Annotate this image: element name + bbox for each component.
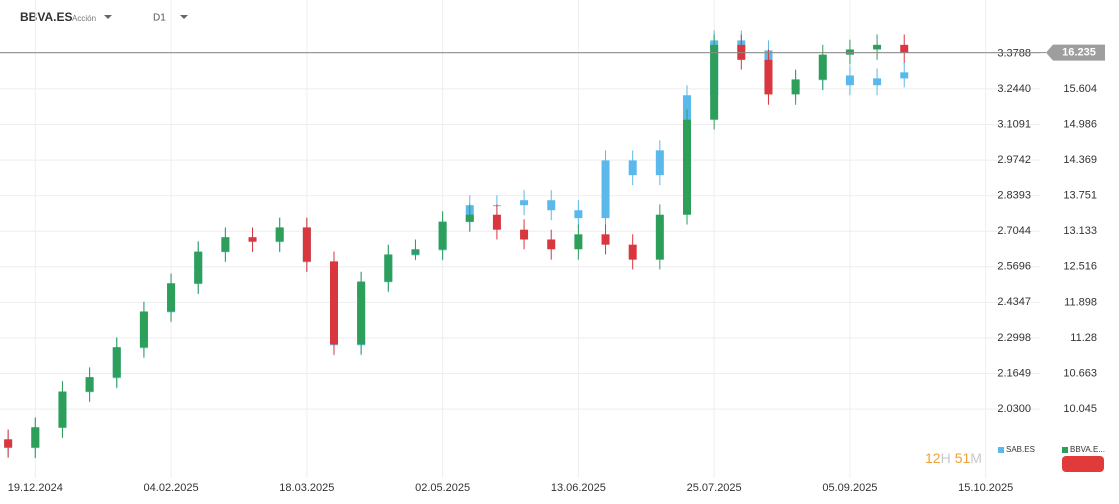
y2-tick-label: 12.516 <box>1063 261 1097 273</box>
candle-body <box>547 200 556 211</box>
candle-body <box>275 227 284 242</box>
y-tick-label: 3.3788 <box>997 47 1031 59</box>
legend-label[interactable]: SAB.ES <box>1006 445 1035 454</box>
candle-body <box>574 210 583 219</box>
dropdown-caret[interactable] <box>180 15 188 19</box>
candle-body <box>329 261 338 345</box>
candle-body <box>682 119 691 215</box>
candle-body <box>710 44 719 120</box>
candle-body <box>167 283 176 312</box>
legend-swatch <box>1062 447 1068 453</box>
candle-body <box>221 237 230 252</box>
candle-body <box>357 281 366 345</box>
y-tick-label: 2.5696 <box>997 261 1031 273</box>
legend-label[interactable]: BBVA.E... <box>1070 445 1105 454</box>
candle-body <box>520 229 529 240</box>
countdown-unit: H <box>941 450 951 466</box>
candle-body <box>601 160 610 219</box>
candle-body <box>58 391 67 428</box>
y-tick-label: 2.1649 <box>997 367 1031 379</box>
x-tick-label: 18.03.2025 <box>279 482 334 494</box>
candle-body <box>520 200 529 206</box>
x-tick-label: 05.09.2025 <box>822 482 877 494</box>
y-tick-label: 2.0300 <box>997 403 1031 415</box>
y2-tick-label: 11.898 <box>1064 296 1097 308</box>
countdown-hours: 12 <box>925 450 941 466</box>
candle-body <box>655 150 664 176</box>
price-badge <box>1046 44 1105 61</box>
y2-tick-label: 14.986 <box>1063 118 1097 130</box>
candle-body <box>547 239 556 250</box>
y2-tick-label: 10.045 <box>1063 403 1097 415</box>
candle-body <box>384 254 393 282</box>
candle-body <box>248 237 257 242</box>
y-tick-label: 2.7044 <box>997 225 1031 237</box>
candle-body <box>655 214 664 260</box>
y-tick-label: 2.9742 <box>997 154 1031 166</box>
candle-body <box>873 44 882 50</box>
candle-body <box>764 59 773 95</box>
y2-tick-label: 13.133 <box>1063 225 1097 237</box>
y-tick-label: 2.8393 <box>997 190 1031 202</box>
candle-body <box>900 44 909 53</box>
candle-body <box>465 214 474 222</box>
candle-body <box>411 249 420 255</box>
y-tick-label: 3.2440 <box>997 83 1031 95</box>
y2-tick-label: 10.663 <box>1063 367 1097 379</box>
candle-body <box>194 251 203 284</box>
x-tick-label: 19.12.2024 <box>8 482 63 494</box>
candle-body <box>628 244 637 260</box>
y-tick-label: 2.4347 <box>997 296 1031 308</box>
x-tick-label: 02.05.2025 <box>415 482 470 494</box>
x-tick-label: 13.06.2025 <box>551 482 606 494</box>
candle-body <box>818 54 827 80</box>
dropdown-caret[interactable] <box>104 15 112 19</box>
symbol[interactable]: BBVA.ES <box>20 10 72 24</box>
countdown-minutes: 51 <box>955 450 971 466</box>
candle-body <box>438 221 447 250</box>
candle-body <box>873 78 882 86</box>
y2-tick-label: 15.604 <box>1063 83 1097 95</box>
candle-body <box>628 160 637 176</box>
y-tick-label: 2.2998 <box>997 332 1031 344</box>
instrument-type: Acción <box>72 14 96 23</box>
candle-body <box>112 347 121 378</box>
candle-body <box>4 439 13 448</box>
y-tick-label: 3.1091 <box>997 118 1031 130</box>
candle-body <box>791 79 800 95</box>
legend-button[interactable] <box>1062 456 1104 472</box>
candle-body <box>845 75 854 86</box>
x-tick-label: 04.02.2025 <box>144 482 199 494</box>
y2-tick-label: 14.369 <box>1063 154 1097 166</box>
candle-body <box>492 214 501 230</box>
x-tick-label: 25.07.2025 <box>687 482 742 494</box>
candle-body <box>139 311 148 348</box>
legend-swatch <box>998 447 1004 453</box>
countdown-unit: M <box>970 450 982 466</box>
timeframe[interactable]: D1 <box>153 13 166 24</box>
plot: 19.12.2024 04.02.2025 18.03.2025 02.05.2025… <box>0 0 1105 494</box>
candle-body <box>601 234 610 245</box>
candle-body <box>85 377 94 392</box>
candle-body <box>845 49 854 55</box>
candle-body <box>31 427 40 448</box>
candle-body <box>574 234 583 250</box>
countdown: 12H 51M <box>925 450 982 466</box>
candle-body <box>900 72 909 79</box>
y2-tick-label: 11.28 <box>1070 332 1097 344</box>
candle-body <box>302 227 311 262</box>
y2-tick-label: 13.751 <box>1063 190 1097 202</box>
price-badge-label: 16.235 <box>1062 47 1096 59</box>
x-tick-label: 15.10.2025 <box>958 482 1013 494</box>
